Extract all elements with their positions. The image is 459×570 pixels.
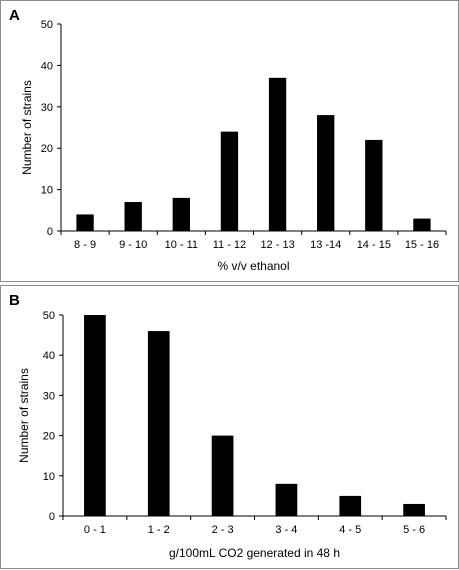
y-axis-label: Number of strains <box>20 80 34 175</box>
y-tick-label: 40 <box>41 60 53 72</box>
bar <box>403 503 425 516</box>
y-tick-label: 0 <box>47 226 53 238</box>
bar-chart-a: 0 10 20 30 40 50 8 - 9 9 - 10 10 - 11 11 - 12 12 -… <box>20 19 447 273</box>
x-tick-label: 14 - 15 <box>357 239 391 251</box>
y-tick-label: 20 <box>41 143 53 155</box>
bar <box>317 115 335 231</box>
x-axis-label: % v/v ethanol <box>217 259 289 273</box>
bar <box>339 495 362 516</box>
x-tick-label: 2 - 3 <box>212 524 234 536</box>
x-tick-label: 5 - 6 <box>403 524 425 536</box>
bar <box>413 218 431 231</box>
x-tick-label: 8 - 9 <box>74 239 96 251</box>
bar <box>76 214 94 231</box>
bar <box>268 77 287 231</box>
x-tick-label: 9 - 10 <box>119 239 147 251</box>
x-tick-label: 1 - 2 <box>148 524 170 536</box>
bar <box>147 331 170 516</box>
x-tick-label: 15 - 16 <box>405 239 439 251</box>
x-axis-label: g/100mL CO2 generated in 48 h <box>169 546 340 560</box>
bar <box>220 131 239 231</box>
x-tick-label: 12 - 13 <box>260 239 294 251</box>
panel-label-b: B <box>9 292 20 309</box>
bar <box>84 315 106 516</box>
bar <box>172 197 190 231</box>
bar <box>124 202 142 231</box>
x-tick-label: 11 - 12 <box>213 239 246 251</box>
y-tick-label: 30 <box>43 390 55 402</box>
chart-panel-a: A 0 10 20 30 40 50 8 - 9 9 - 10 10 - 11 11 - 12 12… <box>0 0 459 282</box>
y-tick-label: 10 <box>43 471 55 483</box>
y-tick-label: 40 <box>43 350 55 362</box>
y-tick-label: 20 <box>43 431 55 443</box>
y-tick-label: 30 <box>41 102 53 114</box>
chart-panel-b: B 0 10 20 30 40 50 0 - 1 1 - 2 2 - 3 3 - 4 4 - 5 5 … <box>0 285 459 569</box>
y-tick-label: 0 <box>49 511 55 523</box>
x-tick-label: 13 -14 <box>310 239 341 251</box>
bar <box>211 435 234 516</box>
x-tick-label: 10 - 11 <box>165 239 198 251</box>
y-tick-label: 50 <box>43 310 55 322</box>
x-tick-label: 3 - 4 <box>275 524 297 536</box>
bar <box>275 483 298 516</box>
bar <box>365 139 383 231</box>
y-tick-label: 10 <box>41 185 53 197</box>
x-tick-label: 0 - 1 <box>84 524 106 536</box>
panel-label-a: A <box>9 7 20 24</box>
bar-chart-b: 0 10 20 30 40 50 0 - 1 1 - 2 2 - 3 3 - 4 4 - 5 5 - … <box>17 310 447 560</box>
y-tick-label: 50 <box>41 19 53 31</box>
y-axis-label: Number of strains <box>17 368 31 463</box>
x-tick-label: 4 - 5 <box>339 524 361 536</box>
